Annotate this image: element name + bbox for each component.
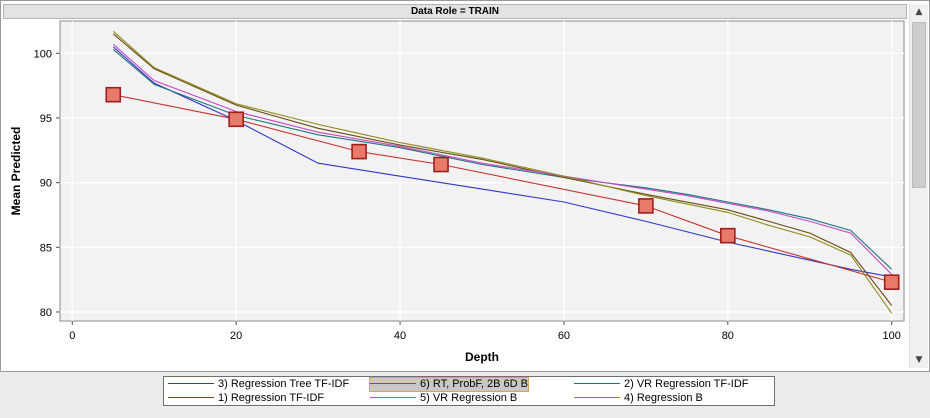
y-tick-label: 95 (40, 113, 52, 125)
y-tick-label: 100 (34, 48, 52, 60)
scroll-thumb[interactable] (912, 22, 926, 188)
legend-label: 2) VR Regression TF-IDF (624, 378, 749, 390)
legend-item-vr-regression-tfidf[interactable]: 2) VR Regression TF-IDF (574, 378, 749, 391)
x-tick-label: 40 (394, 330, 406, 342)
data-point-marker (105, 86, 122, 103)
y-tick-label: 90 (40, 178, 52, 190)
y-tick-label: 85 (40, 242, 52, 254)
legend-item-regression-b[interactable]: 4) Regression B (574, 392, 703, 405)
chart-panel: Data Role = TRAIN 0 20 40 60 80 100 80 85 90 95 10… (0, 0, 930, 372)
y-tick-label: 80 (40, 307, 52, 319)
series-line (112, 30, 893, 314)
data-point-marker (228, 111, 244, 128)
legend-item-regression-tree-tfidf[interactable]: 3) Regression Tree TF-IDF (168, 378, 349, 391)
data-point-marker (883, 274, 900, 291)
scroll-up-icon[interactable]: ▲ (915, 7, 923, 17)
series-line (112, 46, 892, 278)
legend-swatch (574, 396, 620, 398)
scroll-down-icon[interactable]: ▼ (915, 355, 923, 365)
line-chart: 0 20 40 60 80 100 80 85 90 95 100 Depth Mean Predict… (9, 20, 905, 364)
x-tick-label: 100 (883, 330, 901, 342)
legend-label: 4) Regression B (624, 392, 703, 404)
y-axis-label: Mean Predicted (9, 127, 23, 216)
legend-swatch (168, 396, 214, 398)
data-point-marker (638, 198, 654, 214)
legend-label: 6) RT, ProbF, 2B 6D B (420, 378, 529, 390)
x-tick-label: 60 (558, 330, 570, 342)
legend-swatch (370, 396, 416, 398)
x-tick-label: 20 (230, 330, 242, 342)
data-point-marker (351, 143, 367, 160)
legend-label: 3) Regression Tree TF-IDF (218, 378, 350, 390)
legend-item-vr-regression-b[interactable]: 5) VR Regression B (370, 392, 517, 405)
legend-label: 1) Regression TF-IDF (218, 392, 325, 404)
legend-swatch (168, 382, 214, 384)
data-point-marker (433, 156, 449, 173)
plot-area (59, 20, 905, 322)
legend-item-regression-tfidf[interactable]: 1) Regression TF-IDF (168, 392, 324, 405)
x-tick-label: 80 (722, 330, 734, 342)
x-axis-label: Depth (465, 350, 499, 364)
legend-item-rt-probf[interactable]: 6) RT, ProbF, 2B 6D B (368, 377, 530, 392)
chart-legend: 3) Regression Tree TF-IDF 6) RT, ProbF, … (163, 376, 775, 406)
vertical-scrollbar[interactable]: ▲ ▼ (909, 4, 928, 368)
series-line (112, 43, 893, 275)
data-role-title: Data Role = TRAIN (3, 4, 907, 19)
x-tick-label: 0 (69, 330, 75, 342)
data-point-marker (720, 227, 736, 244)
legend-swatch (370, 382, 416, 384)
legend-swatch (574, 382, 620, 384)
series-line (112, 33, 893, 306)
legend-label: 5) VR Regression B (420, 392, 518, 404)
